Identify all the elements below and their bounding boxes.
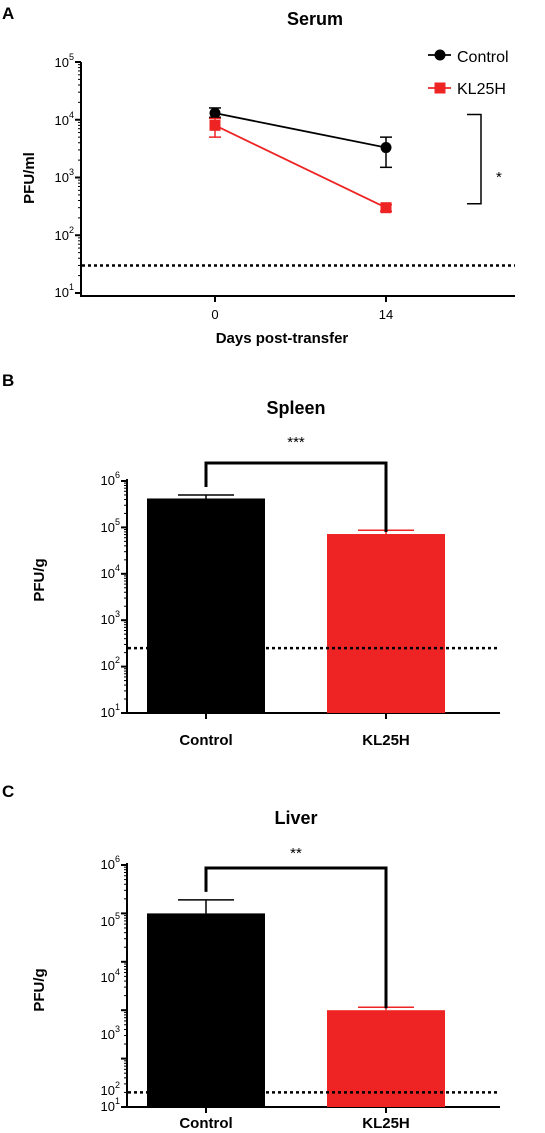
y-tick-label: 102 — [101, 655, 120, 673]
significance-stars-spleen: *** — [287, 434, 305, 451]
legend-marker-kl25h — [434, 82, 446, 94]
category-label-kl25h: KL25H — [362, 732, 410, 749]
category-label-kl25h: KL25H — [362, 1115, 410, 1132]
y-tick-label: 104 — [101, 967, 120, 985]
bar-kl25h — [327, 1010, 445, 1107]
significance-star-serum: * — [496, 169, 502, 186]
x-tick-label-0: 0 — [211, 307, 218, 322]
category-label-control: Control — [179, 1115, 232, 1132]
significance-bracket — [204, 866, 388, 1009]
y-tick-label: 105 — [101, 911, 120, 929]
y-axis-ticks-spleen: 106 105 104 103 102 101 — [101, 470, 120, 720]
y-axis-label-spleen: PFU/g — [31, 558, 48, 601]
legend-serum: Control KL25H — [457, 49, 509, 98]
legend-label-kl25h: KL25H — [457, 81, 506, 98]
y-tick-label: 106 — [101, 470, 120, 488]
y-tick-label: 101 — [55, 282, 74, 300]
panel-c-liver: C Liver PFU/g 106 105 104 103 102 101 Co… — [2, 782, 500, 1132]
chart-title-serum: Serum — [287, 9, 343, 29]
panel-letter-a: A — [2, 4, 14, 23]
significance-stars-liver: ** — [290, 845, 302, 862]
y-tick-label: 102 — [101, 1080, 120, 1098]
chart-title-liver: Liver — [274, 808, 317, 828]
panel-a-serum: A Serum PFU/ml Days post-transfer 105 10… — [2, 4, 515, 347]
y-tick-label: 103 — [101, 1024, 120, 1042]
y-axis-label-liver: PFU/g — [31, 968, 48, 1011]
category-label-control: Control — [179, 732, 232, 749]
y-tick-label: 104 — [55, 110, 74, 128]
series-line-kl25h — [214, 124, 387, 209]
y-tick-label: 104 — [101, 563, 120, 581]
chart-title-spleen: Spleen — [266, 398, 325, 418]
y-tick-label: 101 — [101, 702, 120, 720]
y-tick-label: 105 — [101, 517, 120, 535]
x-tick-label-14: 14 — [379, 307, 393, 322]
y-axis-label-serum: PFU/ml — [21, 152, 38, 204]
series-line-control — [214, 112, 387, 149]
panel-letter-b: B — [2, 371, 14, 390]
data-point-kl25h — [209, 119, 221, 131]
data-point-control — [209, 107, 221, 119]
significance-bracket — [204, 461, 388, 533]
legend-marker-control — [434, 49, 446, 61]
y-tick-label: 103 — [55, 167, 74, 185]
x-axis-label-serum: Days post-transfer — [216, 330, 349, 347]
legend-label-control: Control — [457, 49, 509, 66]
significance-bracket — [467, 113, 482, 205]
y-axis-ticks-liver: 106 105 104 103 102 101 — [101, 854, 120, 1114]
y-tick-label: 106 — [101, 854, 120, 872]
data-point-control — [380, 142, 392, 154]
y-tick-label: 102 — [55, 225, 74, 243]
panel-letter-c: C — [2, 782, 14, 801]
panel-b-spleen: B Spleen PFU/g 106 105 104 103 102 101 C… — [2, 371, 500, 749]
bar-control — [147, 498, 265, 713]
y-tick-label: 101 — [101, 1096, 120, 1114]
y-tick-label: 105 — [55, 52, 74, 70]
bar-control — [147, 913, 265, 1107]
y-tick-label: 103 — [101, 609, 120, 627]
data-point-kl25h — [380, 202, 392, 214]
y-axis-ticks-serum: 105 104 103 102 101 — [55, 52, 74, 300]
bar-kl25h — [327, 534, 445, 713]
